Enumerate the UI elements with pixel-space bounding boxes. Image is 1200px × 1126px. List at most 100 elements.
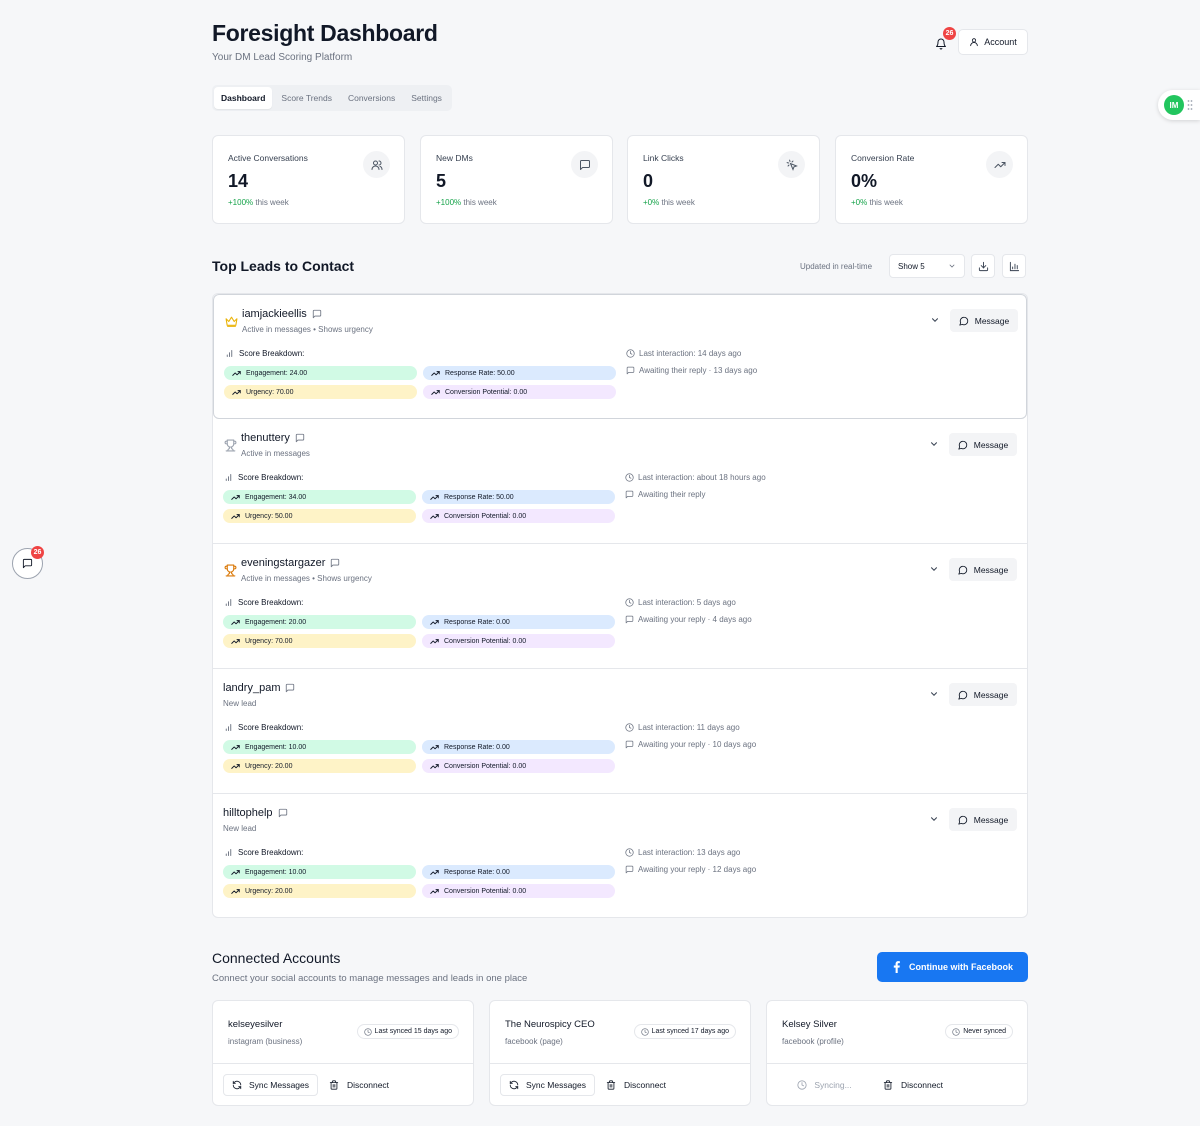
message-circle-icon	[958, 440, 968, 450]
tab-dashboard[interactable]: Dashboard	[214, 87, 273, 109]
trash-icon	[606, 1080, 616, 1090]
message-button-label: Message	[974, 315, 1010, 326]
message-circle-icon	[958, 815, 968, 825]
response-rate-score: Response Rate: 0.00	[422, 615, 615, 629]
chevron-down-icon[interactable]	[927, 437, 941, 451]
trending-up-icon	[231, 743, 240, 752]
page-subtitle: Your DM Lead Scoring Platform	[212, 52, 353, 63]
tab-score-trends[interactable]: Score Trends	[281, 93, 332, 103]
message-square-icon	[625, 615, 634, 624]
show-count-select[interactable]: Show 5	[889, 254, 965, 278]
facebook-icon	[892, 961, 901, 973]
urgency-score: Urgency: 20.00	[223, 884, 416, 898]
stat-delta: +0% this week	[851, 198, 903, 207]
sync-status-text: Never synced	[963, 1028, 1006, 1035]
stat-value: 5	[436, 171, 447, 191]
sync-messages-button[interactable]: Sync Messages	[223, 1074, 318, 1096]
download-icon[interactable]	[971, 254, 995, 278]
awaiting-reply: Awaiting their reply · 13 days ago	[626, 366, 757, 375]
message-square-icon	[278, 808, 288, 818]
connected-accounts-title: Connected Accounts	[212, 950, 341, 966]
lead-card[interactable]: thenuttery Active in messages Message Score…	[213, 419, 1027, 544]
clock-icon	[625, 598, 634, 607]
stat-label: Active Conversations	[228, 153, 308, 163]
clock-icon	[625, 723, 634, 732]
chevron-down-icon[interactable]	[927, 687, 941, 701]
chevron-down-icon[interactable]	[927, 812, 941, 826]
account-button[interactable]: Account	[958, 29, 1028, 55]
engagement-score: Engagement: 24.00	[224, 366, 417, 380]
awaiting-reply-text: Awaiting your reply · 12 days ago	[638, 865, 757, 874]
disconnect-button[interactable]: Disconnect	[329, 1074, 389, 1096]
continue-with-facebook-button[interactable]: Continue with Facebook	[877, 952, 1028, 982]
tab-settings[interactable]: Settings	[411, 93, 442, 103]
bar-chart-icon[interactable]	[1002, 254, 1026, 278]
score-breakdown-title: Score Breakdown:	[224, 723, 303, 732]
sync-messages-button[interactable]: Sync Messages	[500, 1074, 595, 1096]
lead-name-row: hilltophelp	[223, 807, 288, 819]
chevron-down-icon[interactable]	[927, 562, 941, 576]
divider	[767, 1063, 1027, 1064]
lead-name[interactable]: landry_pam	[223, 682, 281, 694]
response-rate-score: Response Rate: 50.00	[422, 490, 615, 504]
score-breakdown-label: Score Breakdown:	[238, 723, 304, 732]
lead-name-row: thenuttery	[241, 432, 305, 444]
message-button[interactable]: Message	[949, 808, 1017, 831]
floating-chat-button[interactable]	[12, 548, 43, 579]
drag-handle-icon[interactable]	[1187, 99, 1193, 111]
awaiting-reply-text: Awaiting your reply · 10 days ago	[638, 740, 757, 749]
stat-delta-value: +0%	[643, 198, 660, 207]
conversion-potential-text: Conversion Potential: 0.00	[444, 762, 527, 770]
lead-card[interactable]: landry_pam New lead Message Score Breakdown…	[213, 669, 1027, 794]
disconnect-label: Disconnect	[624, 1080, 667, 1090]
trending-up-icon	[430, 512, 439, 521]
message-button[interactable]: Message	[950, 309, 1018, 332]
lead-name[interactable]: eveningstargazer	[241, 557, 326, 569]
trending-up-icon	[430, 493, 439, 502]
urgency-text: Urgency: 20.00	[245, 762, 293, 770]
trending-up-icon	[430, 618, 439, 627]
response-rate-score: Response Rate: 0.00	[422, 740, 615, 754]
stat-value: 14	[228, 171, 249, 191]
lead-card[interactable]: eveningstargazer Active in messages • Sho…	[213, 544, 1027, 669]
disconnect-label: Disconnect	[347, 1080, 390, 1090]
bar-chart-icon	[224, 723, 233, 732]
message-button-label: Message	[973, 689, 1009, 700]
urgency-score: Urgency: 70.00	[224, 385, 417, 399]
conversion-potential-score: Conversion Potential: 0.00	[422, 509, 615, 523]
chevron-down-icon[interactable]	[928, 313, 942, 327]
message-square-icon	[295, 433, 305, 443]
lead-name[interactable]: iamjackieellis	[242, 308, 307, 320]
tab-bar: Dashboard Score Trends Conversions Setti…	[212, 85, 452, 111]
message-button[interactable]: Message	[949, 683, 1017, 706]
disconnect-button[interactable]: Disconnect	[883, 1074, 943, 1096]
top-leads-title: Top Leads to Contact	[212, 258, 355, 274]
conversion-potential-score: Conversion Potential: 0.00	[422, 884, 615, 898]
trending-up-icon	[430, 868, 439, 877]
message-square-icon	[285, 683, 295, 693]
message-button-label: Message	[973, 814, 1009, 825]
stat-label: New DMs	[436, 153, 473, 163]
lead-name[interactable]: thenuttery	[241, 432, 290, 444]
lead-card[interactable]: hilltophelp New lead Message Score Breakdow…	[213, 794, 1027, 917]
stat-card-link-clicks: Link Clicks 0 +0% this week	[627, 135, 820, 224]
clock-icon	[626, 349, 635, 358]
message-button[interactable]: Message	[949, 558, 1017, 581]
message-button[interactable]: Message	[949, 433, 1017, 456]
message-square-icon	[625, 865, 634, 874]
stat-delta-value: +100%	[228, 198, 254, 207]
side-extension-widget[interactable]: IM	[1158, 90, 1200, 120]
urgency-score: Urgency: 70.00	[223, 634, 416, 648]
score-breakdown-label: Score Breakdown:	[238, 473, 304, 482]
last-interaction: Last interaction: 5 days ago	[625, 598, 736, 607]
response-rate-score: Response Rate: 0.00	[422, 865, 615, 879]
lead-card[interactable]: iamjackieellis Active in messages • Shows…	[213, 294, 1027, 419]
lead-name[interactable]: hilltophelp	[223, 807, 273, 819]
bell-icon[interactable]	[930, 33, 952, 55]
clock-icon	[952, 1027, 960, 1036]
disconnect-button[interactable]: Disconnect	[606, 1074, 666, 1096]
sync-messages-button[interactable]: Syncing...	[777, 1074, 872, 1096]
message-circle-icon	[959, 316, 969, 326]
sync-status-text: Last synced 17 days ago	[651, 1028, 729, 1035]
tab-conversions[interactable]: Conversions	[347, 93, 396, 103]
